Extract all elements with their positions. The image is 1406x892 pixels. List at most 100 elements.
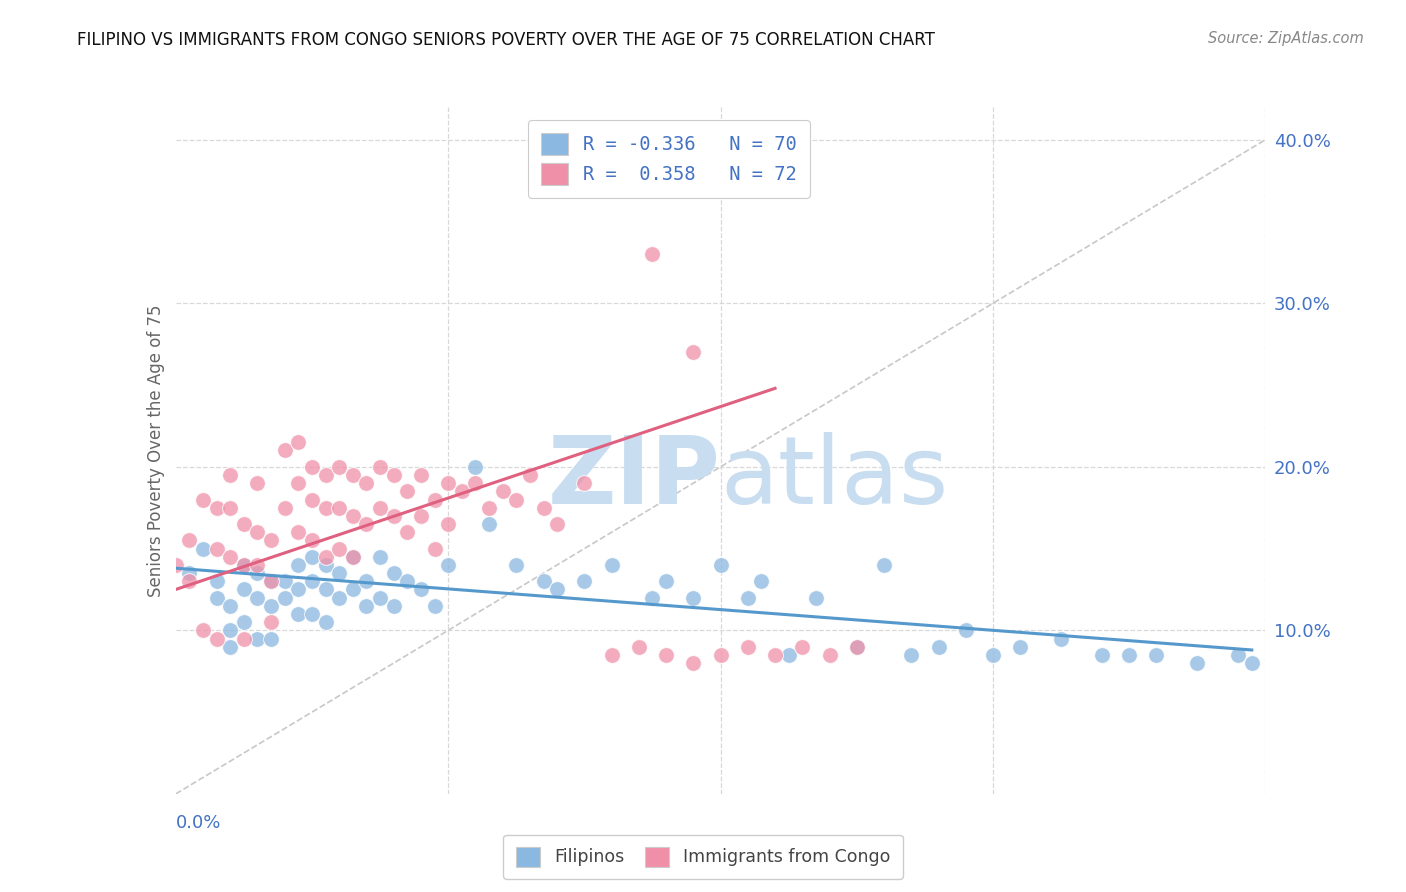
Legend: Filipinos, Immigrants from Congo: Filipinos, Immigrants from Congo (503, 835, 903, 879)
Point (792, 640, 814, 654)
Point (981, 648, 1004, 662)
Point (274, 443, 297, 458)
Point (546, 582, 568, 597)
Point (246, 476, 269, 491)
Point (955, 624, 977, 638)
Point (382, 599, 405, 613)
Point (423, 599, 446, 613)
Point (492, 484, 515, 499)
Point (287, 476, 309, 491)
Point (205, 574, 228, 589)
Point (232, 558, 254, 572)
Point (710, 648, 733, 662)
Point (533, 574, 555, 589)
Point (260, 599, 283, 613)
Point (315, 558, 337, 572)
Point (260, 615, 283, 630)
Point (260, 632, 283, 646)
Point (873, 558, 896, 572)
Point (396, 525, 419, 540)
Point (505, 558, 527, 572)
Point (751, 574, 773, 589)
Point (437, 558, 460, 572)
Point (437, 516, 460, 531)
Point (368, 459, 391, 474)
Point (464, 459, 486, 474)
Point (356, 574, 378, 589)
Point (737, 640, 759, 654)
Point (219, 640, 242, 654)
Text: FILIPINO VS IMMIGRANTS FROM CONGO SENIORS POVERTY OVER THE AGE OF 75 CORRELATION: FILIPINO VS IMMIGRANTS FROM CONGO SENIOR… (77, 31, 935, 49)
Point (505, 492, 527, 507)
Point (682, 591, 704, 605)
Point (396, 574, 419, 589)
Point (641, 591, 664, 605)
Point (219, 599, 242, 613)
Point (342, 582, 364, 597)
Point (423, 492, 446, 507)
Point (315, 500, 337, 515)
Point (600, 648, 623, 662)
Point (260, 574, 283, 589)
Point (368, 549, 391, 564)
Point (763, 648, 786, 662)
Point (356, 516, 378, 531)
Point (219, 467, 242, 482)
Point (205, 632, 228, 646)
Point (232, 516, 254, 531)
Point (1118, 648, 1140, 662)
Point (1144, 648, 1167, 662)
Point (423, 541, 446, 556)
Point (328, 541, 350, 556)
Point (368, 591, 391, 605)
Point (574, 574, 596, 589)
Point (232, 632, 254, 646)
Point (450, 484, 472, 499)
Point (396, 484, 419, 499)
Text: atlas: atlas (721, 432, 949, 524)
Point (205, 591, 228, 605)
Point (1227, 648, 1250, 662)
Point (574, 476, 596, 491)
Point (179, 533, 201, 548)
Point (1091, 648, 1114, 662)
Text: ZIP: ZIP (548, 432, 721, 524)
Point (382, 566, 405, 580)
Point (328, 591, 350, 605)
Point (682, 656, 704, 670)
Point (165, 558, 187, 572)
Point (274, 500, 297, 515)
Point (342, 467, 364, 482)
Point (301, 549, 323, 564)
Point (1010, 640, 1032, 654)
Point (778, 648, 800, 662)
Point (205, 541, 228, 556)
Point (342, 508, 364, 523)
Point (328, 500, 350, 515)
Point (246, 591, 269, 605)
Point (179, 566, 201, 580)
Point (519, 467, 541, 482)
Legend: R = -0.336   N = 70, R =  0.358   N = 72: R = -0.336 N = 70, R = 0.358 N = 72 (529, 120, 810, 198)
Point (246, 566, 269, 580)
Point (382, 467, 405, 482)
Point (301, 574, 323, 589)
Point (260, 533, 283, 548)
Point (232, 615, 254, 630)
Point (437, 476, 460, 491)
Point (627, 640, 650, 654)
Y-axis label: Seniors Poverty Over the Age of 75: Seniors Poverty Over the Age of 75 (146, 304, 165, 597)
Point (219, 549, 242, 564)
Point (478, 500, 501, 515)
Point (342, 549, 364, 564)
Point (845, 640, 868, 654)
Point (464, 476, 486, 491)
Point (274, 574, 297, 589)
Point (287, 525, 309, 540)
Point (533, 500, 555, 515)
Point (655, 574, 678, 589)
Point (737, 591, 759, 605)
Point (179, 574, 201, 589)
Point (287, 558, 309, 572)
Point (260, 574, 283, 589)
